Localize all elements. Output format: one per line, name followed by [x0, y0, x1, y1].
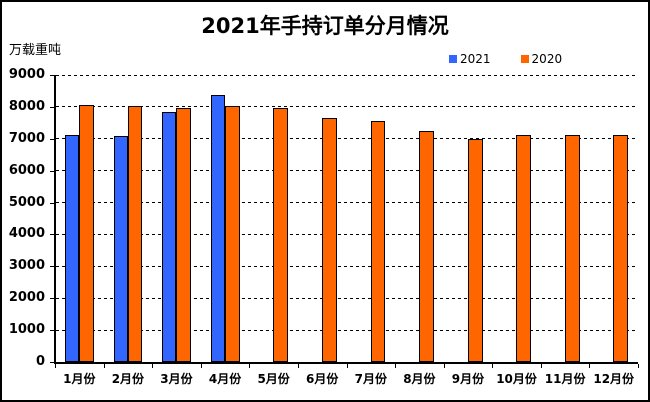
legend-swatch-2020 [520, 55, 529, 63]
y-axis-tick-label: 6000 [8, 162, 45, 178]
x-axis-tick [589, 364, 591, 368]
x-axis-tick [492, 364, 494, 368]
x-axis-tick [395, 364, 397, 368]
x-axis-line [54, 362, 638, 364]
x-axis-category-label: 10月份 [496, 372, 537, 386]
bar-2020-2月份 [127, 105, 143, 362]
bar-2020-12月份 [613, 135, 629, 362]
legend-label-2020: 2020 [531, 52, 563, 66]
bar-2020-8月份 [419, 130, 434, 362]
x-axis-category-label: 6月份 [306, 372, 339, 386]
legend-item-2021: 2021 [449, 53, 491, 65]
legend: 2021 2020 [449, 53, 562, 65]
y-axis-tick-label: 9000 [8, 67, 45, 82]
x-axis-category-label: 11月份 [544, 372, 586, 386]
gridline-2000 [56, 297, 638, 299]
bar-2020-1月份 [79, 104, 94, 362]
x-axis-tick [297, 364, 299, 368]
x-axis-tick [103, 364, 105, 368]
y-axis-unit-label: 万载重吨 [9, 43, 62, 58]
x-axis-category-label: 7月份 [354, 372, 387, 386]
x-axis-category-label: 12月份 [593, 372, 635, 386]
gridline-6000 [56, 170, 638, 172]
x-axis-category-label: 9月份 [451, 372, 485, 386]
bar-2020-6月份 [321, 118, 337, 362]
x-axis-tick [152, 364, 154, 368]
bar-2021-3月份 [162, 112, 177, 362]
legend-swatch-2021 [449, 55, 457, 63]
gridline-4000 [56, 233, 638, 235]
y-axis-tick-9000 [50, 75, 55, 76]
x-axis-category-label: 1月份 [63, 372, 96, 386]
y-axis-tick-label: 0 [35, 354, 45, 369]
y-axis-line [54, 75, 56, 364]
x-axis-tick [55, 364, 56, 368]
x-axis-category-label: 3月份 [160, 372, 193, 386]
y-axis-tick-7000 [50, 138, 55, 140]
y-axis-tick-2000 [50, 298, 55, 300]
bar-2021-4月份 [210, 94, 225, 362]
y-axis-tick-label: 2000 [8, 290, 45, 306]
bar-2020-7月份 [370, 121, 386, 362]
y-axis-tick-0 [50, 362, 55, 363]
x-axis-tick [200, 364, 202, 368]
bar-2020-11月份 [564, 134, 580, 362]
y-axis-tick-8000 [50, 106, 55, 108]
y-axis-tick-label: 5000 [8, 194, 45, 210]
bar-2021-1月份 [64, 135, 80, 362]
gridline-8000 [56, 106, 638, 108]
x-axis-tick [443, 364, 445, 368]
y-axis-tick-label: 7000 [8, 130, 45, 146]
bar-2021-2月份 [113, 135, 128, 362]
bar-2020-9月份 [467, 138, 483, 362]
x-axis-category-label: 8月份 [403, 372, 436, 386]
bar-2020-4月份 [224, 105, 240, 362]
x-axis-tick [638, 364, 639, 368]
y-axis-tick-6000 [50, 170, 55, 172]
y-axis-tick-4000 [50, 234, 55, 236]
x-axis-category-label: 5月份 [257, 372, 290, 386]
chart-title: 2021年手持订单分月情况 [201, 14, 449, 38]
gridline-1000 [56, 329, 638, 331]
x-axis-tick [346, 364, 348, 368]
y-axis-tick-3000 [50, 266, 55, 268]
y-axis-tick-label: 8000 [8, 98, 45, 114]
y-axis-tick-label: 1000 [8, 322, 45, 338]
gridline-9000 [56, 74, 638, 76]
bar-2020-5月份 [273, 107, 289, 362]
y-axis-tick-1000 [50, 330, 55, 332]
legend-label-2021: 2021 [460, 52, 491, 66]
bar-2020-3月份 [176, 108, 192, 362]
gridline-7000 [56, 138, 638, 140]
gridline-5000 [56, 202, 638, 204]
y-axis-tick-5000 [50, 202, 55, 204]
x-axis-category-label: 4月份 [208, 372, 242, 386]
bar-2020-10月份 [516, 135, 532, 362]
x-axis-tick [249, 364, 251, 368]
x-axis-category-label: 2月份 [111, 372, 145, 386]
y-axis-tick-label: 3000 [8, 258, 45, 274]
x-axis-tick [540, 364, 542, 368]
legend-item-2020: 2020 [520, 52, 563, 66]
y-axis-tick-label: 4000 [8, 226, 45, 242]
gridline-3000 [56, 265, 638, 267]
